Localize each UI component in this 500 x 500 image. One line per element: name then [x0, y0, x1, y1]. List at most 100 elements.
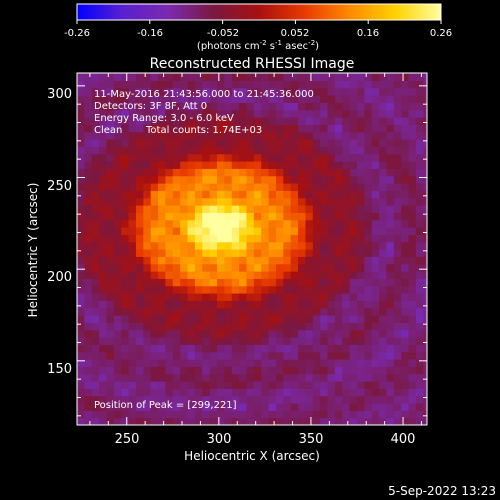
heatmap-cell [77, 373, 85, 382]
heatmap-cell [106, 278, 115, 287]
heatmap-cell [275, 380, 284, 389]
heatmap-cell [194, 212, 203, 221]
heatmap-cell [298, 234, 307, 243]
heatmap-cell [312, 153, 321, 162]
heatmap-cell [386, 146, 395, 155]
heatmap-cell [194, 234, 203, 243]
heatmap-cell [194, 322, 203, 331]
heatmap-cell [165, 402, 174, 411]
heatmap-cell [371, 138, 380, 147]
colorbar-ticks [76, 20, 442, 24]
heatmap-cell [172, 344, 181, 353]
heatmap-cell [334, 73, 343, 81]
heatmap-cell [371, 234, 380, 243]
heatmap-cell [209, 366, 218, 375]
heatmap-cell [77, 256, 85, 265]
heatmap-cell [408, 131, 417, 140]
heatmap-cell [113, 314, 122, 323]
heatmap-cell [283, 175, 292, 184]
heatmap-cell [217, 351, 225, 360]
heatmap-cell [91, 168, 100, 177]
heatmap-cell [187, 351, 196, 360]
heatmap-cell [172, 138, 181, 147]
colorbar-strip [76, 3, 442, 21]
heatmap-cell [121, 417, 130, 425]
heatmap-cell [327, 351, 336, 360]
heatmap-cell [172, 380, 181, 389]
heatmap-cell [128, 285, 137, 294]
heatmap-cell [158, 314, 167, 323]
heatmap-cell [364, 138, 373, 147]
heatmap-cell [312, 87, 321, 96]
heatmap-cell [209, 402, 218, 411]
heatmap-cell [143, 292, 152, 301]
heatmap-cell [386, 153, 395, 162]
heatmap-cell [231, 102, 240, 111]
heatmap-cell [261, 80, 270, 89]
heatmap-cell [268, 87, 277, 96]
heatmap-cell [334, 219, 343, 228]
colorbar: -0.26 -0.16 -0.052 0.052 0.16 0.26 (phot… [64, 3, 452, 52]
heatmap-cell [150, 190, 159, 199]
heatmap-cell [298, 146, 307, 155]
heatmap-cell [268, 212, 277, 221]
heatmap-cell [91, 226, 100, 235]
heatmap-cell [401, 94, 410, 103]
heatmap-cell [386, 212, 395, 221]
heatmap-cell [349, 94, 358, 103]
heatmap-cell [158, 366, 167, 375]
heatmap-cell [253, 116, 262, 125]
heatmap-cell [84, 248, 93, 257]
heatmap-cell [349, 307, 358, 316]
heatmap-cell [312, 278, 321, 287]
heatmap-cell [320, 138, 329, 147]
heatmap-cell [113, 292, 122, 301]
heatmap-cell [202, 388, 211, 397]
heatmap-cell [305, 278, 314, 287]
heatmap-cell [187, 307, 196, 316]
heatmap-cell [371, 212, 380, 221]
heatmap-cell [209, 248, 218, 257]
heatmap-cell [268, 190, 277, 199]
heatmap-cell [84, 116, 93, 125]
heatmap-cell [246, 131, 255, 140]
heatmap-cell [91, 380, 100, 389]
heatmap-cell [305, 248, 314, 257]
heatmap-cell [77, 322, 85, 331]
heatmap-cell [423, 212, 427, 221]
heatmap-cell [246, 160, 255, 169]
heatmap-cell [106, 146, 115, 155]
heatmap-cell [393, 190, 402, 199]
heatmap-cell [386, 329, 395, 338]
heatmap-cell [246, 197, 255, 206]
heatmap-cell [239, 190, 248, 199]
heatmap-cell [283, 94, 292, 103]
heatmap-cell [209, 234, 218, 243]
heatmap-cell [401, 388, 410, 397]
heatmap-cell [312, 138, 321, 147]
heatmap-cell [386, 358, 395, 367]
heatmap-cell [187, 212, 196, 221]
heatmap-cell [253, 160, 262, 169]
heatmap-cell [305, 160, 314, 169]
heatmap-cell [143, 219, 152, 228]
heatmap-cell [143, 175, 152, 184]
heatmap-cell [158, 395, 167, 404]
heatmap-cell [187, 234, 196, 243]
heatmap-cell [121, 219, 130, 228]
heatmap-cell [283, 336, 292, 345]
heatmap-cell [283, 263, 292, 272]
heatmap-cell [268, 175, 277, 184]
heatmap-cell [320, 160, 329, 169]
heatmap-cell [91, 358, 100, 367]
heatmap-cell [379, 153, 388, 162]
heatmap-cell [283, 285, 292, 294]
heatmap-cell [408, 197, 417, 206]
heatmap-cell [386, 263, 395, 272]
heatmap-cell [113, 329, 122, 338]
heatmap-cell [77, 329, 85, 338]
heatmap-cell [165, 307, 174, 316]
heatmap-cell [253, 380, 262, 389]
heatmap-cell [165, 116, 174, 125]
heatmap-cell [246, 351, 255, 360]
